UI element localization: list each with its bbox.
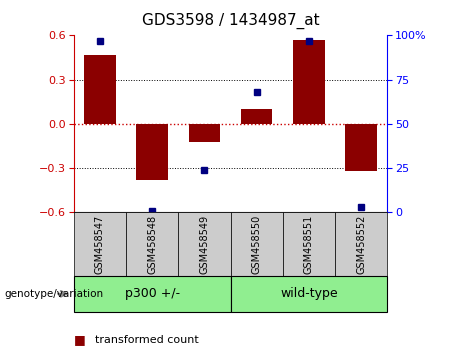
Bar [283,212,335,276]
Bar [293,40,325,124]
Bar [178,212,230,276]
Bar [241,109,272,124]
Text: p300 +/-: p300 +/- [124,287,180,300]
Bar [74,212,126,276]
Bar [74,276,230,312]
Bar [230,212,283,276]
Text: genotype/variation: genotype/variation [5,289,104,299]
Bar [345,124,377,171]
Text: GDS3598 / 1434987_at: GDS3598 / 1434987_at [142,12,319,29]
Text: GSM458548: GSM458548 [147,215,157,274]
Bar [335,212,387,276]
Text: GSM458549: GSM458549 [199,215,209,274]
Text: GSM458551: GSM458551 [304,215,314,274]
Bar [136,124,168,180]
Text: ■: ■ [74,333,85,346]
Text: GSM458552: GSM458552 [356,215,366,274]
Text: transformed count: transformed count [95,335,198,345]
Text: wild-type: wild-type [280,287,337,300]
Text: GSM458550: GSM458550 [252,215,262,274]
Bar [189,124,220,142]
Bar [126,212,178,276]
Bar [84,55,116,124]
Text: GSM458547: GSM458547 [95,215,105,274]
Bar [230,276,387,312]
